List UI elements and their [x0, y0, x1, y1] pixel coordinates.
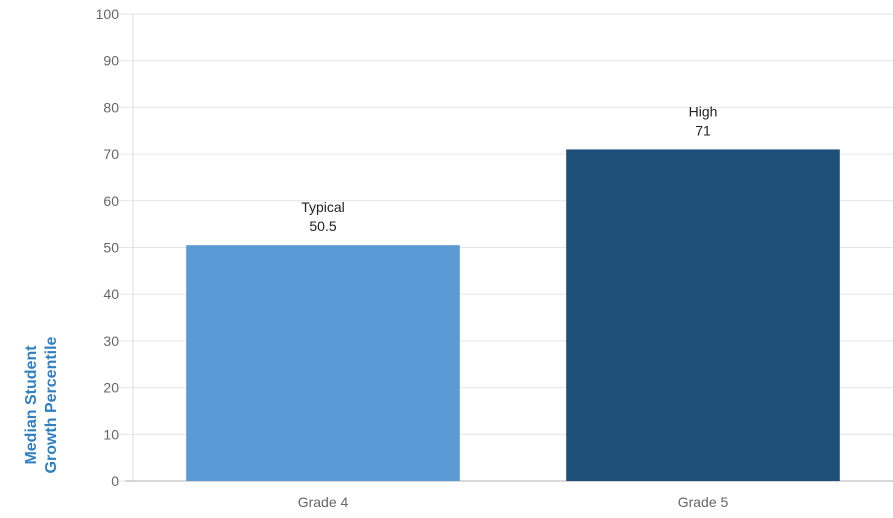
y-tick-label-20: 20 — [103, 380, 119, 396]
y-axis-title-line-2: Growth Percentile — [43, 336, 60, 474]
y-tick-label-70: 70 — [103, 146, 119, 162]
y-tick-label-0: 0 — [111, 473, 119, 489]
y-tick-label-10: 10 — [103, 426, 119, 442]
x-tick-label-grade-5: Grade 5 — [678, 494, 729, 510]
bar-grade-4 — [186, 245, 460, 481]
y-axis-title-line-1: Median Student — [23, 345, 40, 465]
data-label-category-2: High — [689, 103, 718, 119]
y-tick-label-100: 100 — [96, 6, 120, 22]
y-axis-title: Median Student Growth Percentile — [12, 310, 72, 500]
data-label-category-1: Typical — [301, 199, 345, 215]
y-tick-label-40: 40 — [103, 286, 119, 302]
y-tick-label-30: 30 — [103, 333, 119, 349]
data-label-value-2: 71 — [695, 122, 711, 138]
x-tick-label-grade-4: Grade 4 — [298, 494, 349, 510]
bar-grade-5 — [566, 149, 840, 481]
data-label-value-1: 50.5 — [309, 218, 336, 234]
y-tick-label-60: 60 — [103, 193, 119, 209]
y-tick-label-50: 50 — [103, 240, 119, 256]
y-tick-label-80: 80 — [103, 99, 119, 115]
y-tick-label-90: 90 — [103, 53, 119, 69]
